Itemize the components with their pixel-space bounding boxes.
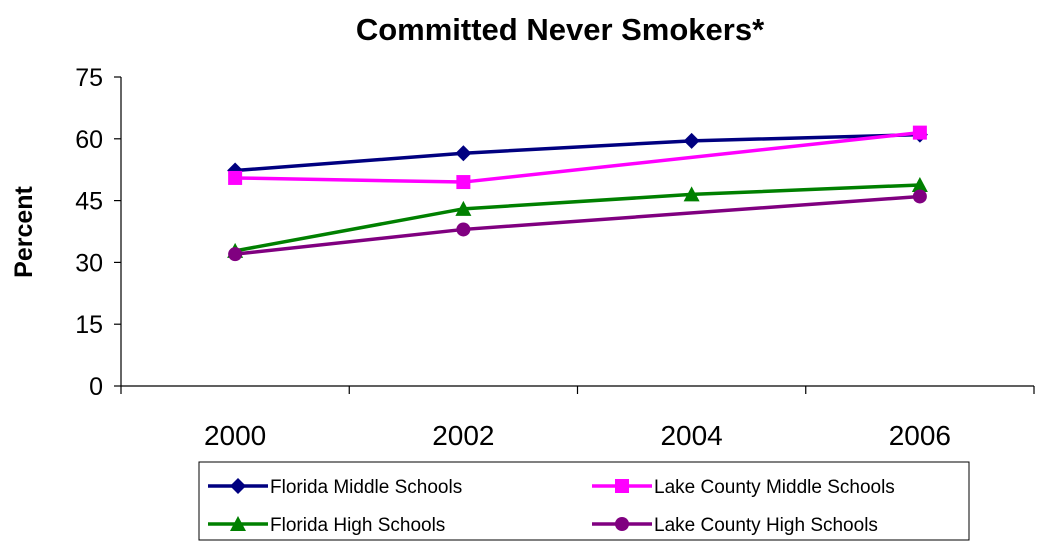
x-tick-labels: 2000 2002 2004 2006 [204,420,951,451]
legend: Florida Middle Schools Lake County Middle… [198,461,970,541]
x-tick-label: 2002 [432,420,494,451]
axes [114,76,1035,394]
y-tick-label: 60 [75,126,103,154]
legend-label: Lake County Middle Schools [654,477,895,498]
y-tick-label: 15 [75,311,103,339]
chart-title: Committed Never Smokers* [356,12,765,47]
series-3 [228,189,927,262]
data-point [912,189,927,204]
series-line [235,130,921,184]
data-point [683,186,700,202]
series-group [227,125,928,262]
series-line [234,183,920,253]
legend-box [198,461,970,541]
x-tick-label: 2006 [889,420,951,451]
data-point [455,145,472,162]
legend-item: Lake County Middle Schools [592,477,895,498]
data-point [911,176,928,192]
legend-marker [230,516,246,531]
x-tick-label: 2000 [204,420,266,451]
legend-item: Florida High Schools [208,515,445,536]
legend-marker [615,517,629,531]
y-tick-label: 75 [75,64,103,92]
series-1 [228,125,927,190]
y-tick-label: 45 [75,188,103,216]
legend-marker [615,479,629,493]
legend-item: Lake County High Schools [592,515,878,536]
legend-item: Florida Middle Schools [208,477,462,498]
series-line [234,194,921,256]
data-point [683,132,700,149]
legend-marker [230,478,246,494]
data-point [456,175,471,190]
x-tick-label: 2004 [660,420,722,451]
series-line [234,132,920,173]
legend-label: Florida High Schools [270,515,445,536]
data-point [456,222,471,237]
data-point [228,247,243,262]
y-tick-label: 0 [89,373,103,401]
y-axis-label: Percent [10,185,38,277]
y-tick-labels: 0 15 30 45 60 75 [75,64,103,401]
series-2 [227,176,928,258]
legend-label: Florida Middle Schools [270,477,462,498]
data-point [228,170,243,185]
legend-label: Lake County High Schools [654,515,878,536]
y-tick-label: 30 [75,249,103,277]
data-point [455,200,472,216]
data-point [912,125,927,140]
